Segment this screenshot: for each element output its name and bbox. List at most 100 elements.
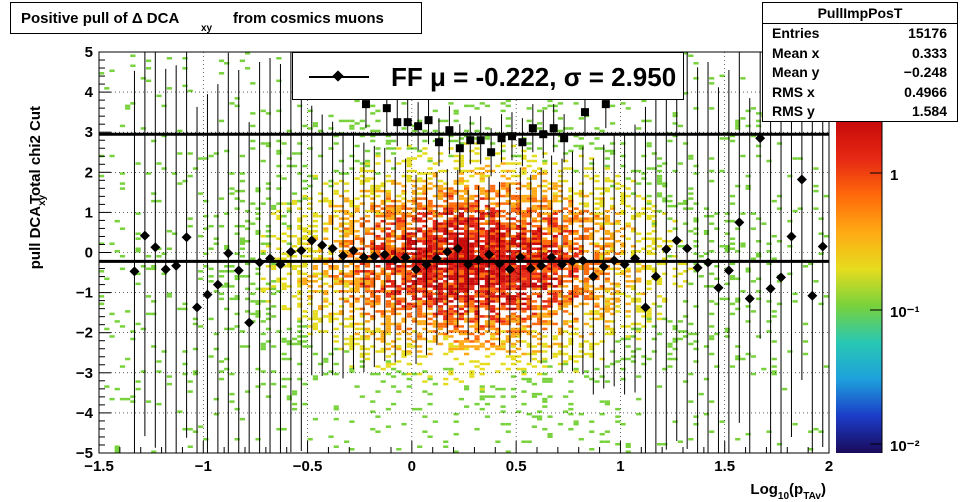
heatmap-cell (474, 280, 480, 283)
profile-point (776, 272, 787, 283)
heatmap-cell (385, 332, 391, 336)
heatmap-cell (286, 395, 292, 398)
heatmap-cell (531, 357, 537, 361)
heatmap-cell (265, 327, 272, 331)
heatmap-cell (130, 54, 136, 58)
heatmap-cell (333, 407, 339, 411)
heatmap-cell (229, 265, 235, 268)
heatmap-cell (401, 422, 407, 426)
heatmap-cell (453, 287, 459, 291)
upper-point (414, 122, 423, 131)
heatmap-cell (526, 315, 532, 318)
heatmap-cell (573, 217, 579, 220)
heatmap-cell (406, 144, 412, 148)
heatmap-cell (490, 300, 496, 303)
heatmap-cell (490, 262, 496, 266)
y-tick-label: −1 (76, 285, 93, 302)
heatmap-cell (505, 280, 511, 283)
heatmap-cell (547, 219, 553, 223)
heatmap-cell (526, 380, 532, 383)
heatmap-cell (422, 292, 428, 296)
heatmap-cell (411, 197, 418, 200)
heatmap-cell (135, 232, 141, 235)
heatmap-cell (484, 265, 491, 268)
heatmap-cell (344, 172, 350, 175)
heatmap-cell (375, 212, 381, 215)
heatmap-cell (333, 347, 339, 351)
x-tick-label: 1.5 (714, 458, 735, 475)
heatmap-cell (599, 247, 605, 250)
heatmap-cell (401, 202, 407, 205)
heatmap-cell (255, 385, 261, 388)
heatmap-cell (510, 224, 517, 228)
heatmap-cell (151, 139, 157, 143)
heatmap-cell (417, 315, 423, 318)
heatmap-cell (552, 222, 558, 225)
heatmap-cell (547, 322, 553, 326)
heatmap-cell (391, 385, 397, 388)
heatmap-cell (594, 202, 600, 205)
heatmap-cell (380, 330, 386, 333)
heatmap-cell (641, 247, 647, 250)
heatmap-cell (380, 212, 386, 215)
heatmap-cell (344, 197, 350, 200)
heatmap-cell (323, 272, 329, 276)
heatmap-cell (119, 172, 126, 175)
heatmap-cell (391, 292, 397, 296)
heatmap-cell (145, 67, 152, 70)
heatmap-cell (239, 255, 245, 258)
heatmap-cell (375, 109, 381, 113)
heatmap-cell (364, 347, 371, 351)
heatmap-cell (458, 300, 464, 303)
heatmap-cell (750, 227, 756, 230)
heatmap-cell (349, 342, 355, 346)
heatmap-cell (672, 275, 678, 278)
heatmap-cell (516, 204, 522, 208)
profile-point (317, 240, 328, 251)
heatmap-cell (297, 342, 303, 346)
heatmap-cell (291, 390, 298, 393)
heatmap-cell (437, 285, 444, 288)
heatmap-cell (406, 159, 412, 163)
heatmap-cell (448, 212, 454, 215)
heatmap-cell (417, 227, 423, 230)
heatmap-cell (490, 212, 496, 215)
heatmap-cell (599, 197, 605, 200)
heatmap-cell (192, 370, 199, 373)
heatmap-cell (604, 257, 610, 261)
heatmap-cell (359, 322, 365, 326)
heatmap-cell (490, 222, 496, 225)
heatmap-cell (349, 262, 355, 266)
heatmap-cell (479, 227, 485, 230)
heatmap-cell (776, 239, 783, 243)
heatmap-cell (636, 412, 642, 416)
heatmap-cell (265, 182, 272, 185)
heatmap-cell (599, 357, 605, 361)
heatmap-cell (615, 407, 621, 411)
heatmap-cell (667, 352, 673, 356)
heatmap-cell (401, 214, 407, 218)
heatmap-cell (490, 297, 496, 301)
heatmap-cell (396, 390, 402, 393)
heatmap-cell (526, 244, 532, 248)
heatmap-cell (239, 59, 245, 63)
heatmap-cell (552, 162, 558, 165)
heatmap-cell (542, 244, 548, 248)
heatmap-cell (354, 272, 360, 276)
heatmap-cell (490, 385, 496, 388)
heatmap-cell (328, 265, 334, 268)
heatmap-cell (109, 154, 115, 158)
heatmap-cell (380, 219, 386, 223)
heatmap-cell (516, 355, 522, 358)
heatmap-cell (573, 192, 579, 195)
heatmap-cell (573, 420, 579, 423)
heatmap-cell (182, 427, 188, 431)
heatmap-cell (641, 292, 647, 296)
heatmap-cell (338, 194, 345, 198)
heatmap-cell (448, 345, 454, 348)
heatmap-cell (359, 134, 365, 138)
heatmap-cell (338, 249, 345, 253)
heatmap-cell (119, 124, 126, 128)
heatmap-cell (443, 229, 449, 233)
heatmap-cell (568, 194, 574, 198)
